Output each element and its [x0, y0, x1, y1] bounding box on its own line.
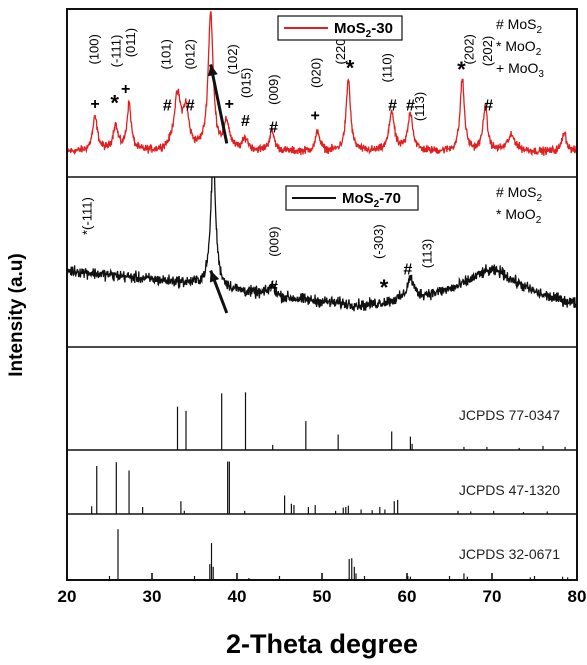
peak-marker: *	[380, 275, 389, 300]
phase-legend-sub: 3	[538, 69, 544, 80]
peak-marker: #	[163, 98, 172, 115]
axis-layer: 20 30 40 50 60 70 80	[58, 8, 587, 606]
x-tick-label: 70	[483, 587, 502, 606]
legend-label-tail: -70	[379, 190, 401, 207]
peak-index-label: (012)	[183, 39, 198, 69]
peak-marker: +	[90, 96, 99, 113]
reference-1: JCPDS 47-1320	[91, 461, 560, 514]
phase-legend-sub: 2	[536, 25, 542, 36]
panel-MoS2-30: + (100) * (-111) + (011) # (101) # (012) + (102) # (0…	[67, 11, 577, 157]
peak-index-label: (009)	[266, 74, 281, 104]
peak-index-label: (202)	[461, 34, 476, 64]
peak-marker: #	[484, 98, 493, 115]
peak-marker: *	[346, 55, 355, 80]
phase-legend-main: * MoO	[496, 206, 536, 222]
phase-legend-entry: * MoO2	[496, 206, 542, 226]
series-line	[67, 11, 577, 157]
peak-index-label: (011)	[123, 28, 138, 57]
peak-index-label: (113)	[412, 92, 427, 121]
peak-marker: #	[388, 98, 397, 115]
peak-index-label: (101)	[159, 39, 174, 69]
reference-label: JCPDS 32-0671	[459, 546, 560, 562]
phase-legend-sub: 2	[536, 193, 542, 204]
phase-legend-main: * MoO	[496, 38, 536, 54]
x-tick-label: 20	[58, 587, 77, 606]
x-tick-label: 40	[228, 587, 247, 606]
peak-marker: *	[110, 91, 119, 116]
peak-marker: #	[406, 98, 415, 115]
legend-label-tail: -30	[371, 20, 393, 37]
arrow-head	[209, 270, 220, 283]
reference-label: JCPDS 47-1320	[459, 482, 560, 498]
peak-index-label: (015)	[239, 68, 254, 98]
peak-marker: #	[241, 113, 250, 130]
peak-index-label: (113)	[420, 239, 435, 268]
peak-marker: #	[269, 279, 278, 296]
reference-0: JCPDS 77-0347	[176, 392, 566, 450]
arrow-head	[207, 64, 218, 77]
x-tick-label: 80	[568, 587, 587, 606]
legend-label-sub: 2	[374, 199, 380, 210]
legend-label-sub: 2	[366, 29, 372, 40]
x-tick-label: 50	[313, 587, 332, 606]
phase-legend-sub: 2	[536, 215, 542, 226]
series-line	[67, 177, 577, 312]
peak-marker: #	[269, 119, 278, 136]
phase-legend-entry: + MoO3	[496, 60, 544, 80]
phase-legend-sub: 2	[536, 47, 542, 58]
peak-index-label: *(-111)	[80, 197, 95, 235]
peak-index-label: (100)	[86, 34, 101, 64]
legend-label: MoS2-30	[334, 20, 393, 40]
phase-legend-main: # MoS	[496, 184, 536, 200]
peak-marker: #	[403, 262, 412, 279]
phase-legend-main: # MoS	[496, 16, 536, 32]
peak-marker: #	[186, 98, 195, 115]
peak-index-label: (-111)	[109, 35, 124, 68]
phase-legend-entry: # MoS2	[496, 184, 542, 204]
peak-index-label: (-303)	[371, 224, 386, 259]
phase-legend-main: + MoO	[496, 60, 539, 76]
reference-label: JCPDS 77-0347	[459, 407, 560, 423]
x-axis-label: 2-Theta degree	[226, 629, 418, 659]
phase-legend-entry: # MoS2	[496, 16, 542, 36]
phase-legend-entry: * MoO2	[496, 38, 542, 58]
peak-marker: *	[457, 57, 466, 82]
peak-marker: +	[311, 108, 320, 125]
legend-label-main: MoS	[334, 20, 366, 37]
legend-label-main: MoS	[342, 190, 374, 207]
peak-marker: +	[225, 96, 234, 113]
panels-layer: +(100)*(-111)+(011)#(101)#(012)+(102)#(0…	[67, 11, 577, 580]
legend-label: MoS2-70	[342, 190, 401, 210]
x-tick-label: 30	[143, 587, 162, 606]
x-tick-label: 60	[398, 587, 417, 606]
peak-index-label: (110)	[380, 53, 395, 82]
peak-index-label: (202)	[480, 36, 495, 66]
peak-index-label: (102)	[225, 44, 240, 74]
peak-index-label: (020)	[308, 58, 323, 88]
peak-marker: +	[121, 81, 130, 98]
peak-index-label: (009)	[267, 226, 282, 256]
reference-2: JCPDS 32-0671	[117, 529, 569, 580]
arrow-shaft	[209, 64, 229, 144]
panel-MoS2-70: *(-111)#(009)*(-303)#(113)MoS2-70 # MoS2*…	[67, 177, 577, 314]
peak-index-label: (220)	[333, 34, 348, 64]
y-axis-label: Intensity (a.u)	[6, 253, 27, 377]
